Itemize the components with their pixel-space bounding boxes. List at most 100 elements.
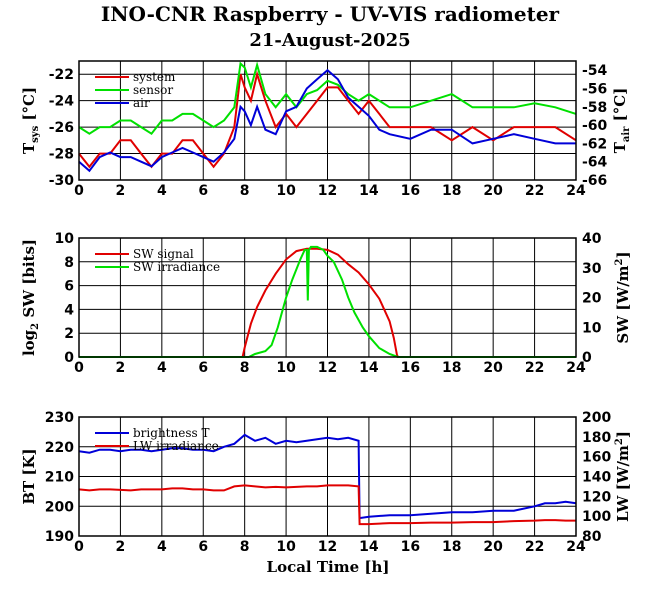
y2-tick-label: 140 <box>582 470 611 486</box>
plot-frame <box>78 416 577 537</box>
y-tick-label: 220 <box>45 440 74 456</box>
x-tick-label: 14 <box>359 183 379 199</box>
y2-tick-label: 160 <box>582 450 611 466</box>
x-tick-label: 20 <box>483 183 503 199</box>
y-tick-label: 2 <box>64 326 74 342</box>
x-tick-label: 6 <box>198 539 208 555</box>
x-tick-label: 10 <box>276 183 296 199</box>
x-tick-label: 12 <box>318 539 337 555</box>
y2-tick-label: 20 <box>582 291 602 307</box>
x-tick-label: 24 <box>566 183 586 199</box>
y-axis-label-left: log2 SW [bits] <box>20 239 41 356</box>
y2-tick-label: -66 <box>582 173 607 189</box>
panel-3: 0 2 4 6 8 10 12 14 16 18 20 22 241902002102202308010… <box>20 410 632 555</box>
legend-label: brightness T <box>133 426 209 440</box>
panels: 0 2 4 6 8 10 12 14 16 18 20 22 24-30-28-26-24-22-66-… <box>20 60 632 555</box>
y-tick-label: 210 <box>45 470 74 486</box>
y-axis-label-right: Tair [°C] <box>611 88 632 154</box>
y-axis-label-left: Tsys [°C] <box>20 87 41 154</box>
x-tick-label: 24 <box>566 360 586 376</box>
y2-tick-label: -60 <box>582 118 608 134</box>
y2-tick-label: 120 <box>582 489 611 505</box>
y-axis-label-left: BT [K] <box>20 448 38 504</box>
legend-label: air <box>133 96 150 110</box>
y2-tick-label: 200 <box>582 410 611 426</box>
x-tick-label: 22 <box>525 539 544 555</box>
series-brightness-t <box>78 433 577 520</box>
series-lw-irradiance <box>78 484 576 526</box>
x-tick-label: 18 <box>442 539 461 555</box>
y2-tick-label: 0 <box>582 350 592 366</box>
x-tick-label: 20 <box>483 539 503 555</box>
y2-tick-label: 80 <box>582 529 602 545</box>
x-tick-label: 8 <box>240 183 250 199</box>
x-tick-label: 22 <box>525 183 544 199</box>
y-tick-label: -30 <box>49 173 75 189</box>
x-tick-label: 10 <box>276 539 296 555</box>
x-tick-label: 8 <box>240 539 250 555</box>
y2-tick-label: -64 <box>582 155 608 171</box>
y-tick-label: -22 <box>49 67 74 83</box>
y2-tick-label: 30 <box>582 261 602 277</box>
x-tick-label: 14 <box>359 539 379 555</box>
y-tick-label: -26 <box>49 120 74 136</box>
series-air <box>78 68 576 173</box>
x-tick-label: 6 <box>198 360 208 376</box>
x-tick-label: 22 <box>525 360 544 376</box>
series-sw-irradiance <box>79 245 576 358</box>
x-tick-label: 4 <box>157 183 167 199</box>
x-tick-label: 12 <box>318 183 337 199</box>
y2-tick-label: -54 <box>582 63 608 79</box>
y-axis-label-right: SW [W/m2] <box>614 251 632 343</box>
y-tick-label: 6 <box>64 279 74 295</box>
y-tick-label: 8 <box>64 255 74 271</box>
y2-tick-label: 180 <box>582 430 611 446</box>
x-tick-label: 24 <box>566 539 586 555</box>
legend-label: LW irradiance <box>133 439 219 453</box>
x-tick-label: 2 <box>116 360 126 376</box>
panel-1: 0 2 4 6 8 10 12 14 16 18 20 22 24-30-28-26-24-22-66-… <box>20 60 632 199</box>
x-tick-label: 16 <box>401 183 420 199</box>
x-tick-label: 6 <box>198 183 208 199</box>
figure-date: 21-August-2025 <box>249 30 410 51</box>
x-tick-label: 16 <box>401 539 420 555</box>
x-tick-label: 16 <box>401 360 420 376</box>
y-tick-label: 0 <box>64 350 74 366</box>
x-tick-label: 18 <box>442 360 461 376</box>
series-sensor <box>78 61 577 136</box>
x-tick-label: 0 <box>74 360 84 376</box>
legend-label: system <box>133 70 176 84</box>
legend-label: sensor <box>133 83 173 97</box>
y-tick-label: 10 <box>55 231 75 247</box>
y-tick-label: 190 <box>45 529 74 545</box>
legend-label: SW irradiance <box>133 260 220 274</box>
x-tick-label: 2 <box>116 539 126 555</box>
y-tick-label: 200 <box>45 499 74 515</box>
plot-frame <box>78 60 577 181</box>
x-tick-label: 2 <box>116 183 126 199</box>
y2-tick-label: -58 <box>582 100 607 116</box>
y-axis-label-right: LW [W/m2] <box>614 431 632 522</box>
legend: brightness TLW irradiance <box>95 426 219 453</box>
plot-frame <box>78 237 577 358</box>
y-tick-label: 230 <box>45 410 74 426</box>
y2-tick-label: 100 <box>582 509 611 525</box>
x-tick-label: 0 <box>74 183 84 199</box>
x-tick-label: 20 <box>483 360 503 376</box>
y2-tick-label: 40 <box>582 231 602 247</box>
y-tick-label: -28 <box>49 147 74 163</box>
x-tick-label: 4 <box>157 539 167 555</box>
panel-2: 0 2 4 6 8 10 12 14 16 18 20 22 240246810010203040SW … <box>20 231 632 376</box>
x-tick-label: 8 <box>240 360 250 376</box>
y-tick-label: -24 <box>49 94 75 110</box>
x-tick-label: 4 <box>157 360 167 376</box>
x-tick-label: 10 <box>276 360 296 376</box>
y2-tick-label: -56 <box>582 81 607 97</box>
x-tick-label: 14 <box>359 360 379 376</box>
y2-tick-label: -62 <box>582 136 607 152</box>
x-tick-label: 18 <box>442 183 461 199</box>
x-tick-label: 0 <box>74 539 84 555</box>
